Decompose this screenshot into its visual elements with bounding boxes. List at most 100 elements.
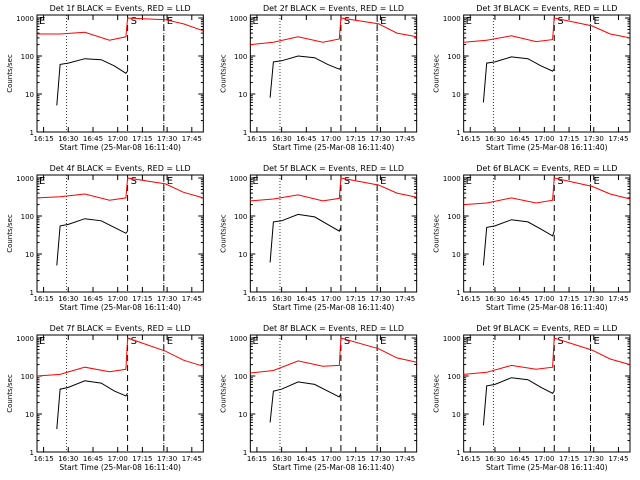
y-tick-label: 1000	[230, 175, 248, 183]
x-tick-label: 17:45	[182, 455, 202, 463]
x-tick-label: 17:45	[182, 135, 202, 143]
y-tick-label: 100	[234, 53, 247, 61]
x-tick-label: 16:15	[33, 295, 53, 303]
end-marker-label: E	[466, 336, 472, 347]
x-tick-label: 17:00	[108, 455, 128, 463]
y-tick-label: 10	[452, 91, 461, 99]
x-tick-label: 16:30	[485, 455, 505, 463]
x-tick-label: 16:15	[33, 455, 53, 463]
x-axis-label: Start Time (25-Mar-08 16:11:40)	[486, 143, 608, 152]
plot-frame	[249, 14, 418, 133]
plot-frame	[463, 174, 631, 293]
lld-series-line	[37, 17, 204, 41]
x-tick-label: 17:30	[584, 295, 604, 303]
y-tick-label: 100	[447, 373, 460, 381]
panel-title: Det 3f BLACK = Events, RED = LLD	[476, 4, 617, 13]
plot-frame	[463, 14, 631, 133]
start-marker-label: S	[344, 16, 350, 27]
panel-title: Det 6f BLACK = Events, RED = LLD	[476, 164, 617, 173]
x-tick-label: 17:00	[321, 135, 341, 143]
y-tick-label: 1000	[443, 335, 461, 343]
events-series-line	[56, 380, 129, 430]
end-marker-label: E	[252, 176, 258, 187]
y-tick-label: 10	[452, 251, 461, 259]
x-tick-label: 16:30	[58, 455, 78, 463]
x-tick-label: 17:15	[559, 135, 579, 143]
y-tick-label: 1000	[443, 15, 461, 23]
x-tick-label: 16:30	[58, 295, 78, 303]
x-tick-label: 16:45	[510, 295, 530, 303]
y-axis-label: Counts/sec	[433, 214, 441, 253]
x-tick-label: 16:30	[272, 295, 292, 303]
y-axis-label: Counts/sec	[6, 214, 14, 253]
y-tick-label: 1	[30, 129, 34, 137]
x-tick-label: 17:15	[132, 455, 152, 463]
x-tick-label: 17:15	[346, 455, 366, 463]
lld-series-line	[36, 177, 204, 201]
x-tick-label: 17:45	[182, 295, 202, 303]
x-tick-label: 17:00	[534, 135, 554, 143]
y-axis-label: Counts/sec	[433, 54, 441, 93]
end-marker-label: E	[167, 336, 173, 347]
y-tick-label: 10	[25, 251, 34, 259]
y-axis-label: Counts/sec	[6, 374, 14, 413]
x-tick-label: 16:45	[510, 455, 530, 463]
x-tick-label: 16:15	[460, 295, 480, 303]
panel-title: Det 5f BLACK = Events, RED = LLD	[263, 164, 404, 173]
end-marker-label: E	[466, 16, 472, 27]
panel-title: Det 8f BLACK = Events, RED = LLD	[263, 324, 404, 333]
x-tick-label: 16:15	[460, 135, 480, 143]
plot-frame	[36, 14, 204, 133]
x-tick-label: 16:45	[296, 295, 316, 303]
panel-det-1: Det 1f BLACK = Events, RED = LLD 1 10 100 10…	[6, 4, 204, 152]
x-axis-label: Start Time (25-Mar-08 16:11:40)	[486, 303, 608, 312]
plot-frame	[249, 334, 418, 453]
y-axis-label: Counts/sec	[433, 374, 441, 413]
end-marker-label: E	[593, 336, 599, 347]
x-tick-label: 17:15	[132, 295, 152, 303]
events-series-line	[482, 219, 555, 266]
x-tick-label: 17:30	[157, 455, 177, 463]
plot-frame	[36, 174, 204, 293]
panel-title: Det 9f BLACK = Events, RED = LLD	[476, 324, 617, 333]
events-series-line	[269, 381, 342, 423]
x-tick-label: 17:45	[608, 455, 628, 463]
panel-det-6: Det 6f BLACK = Events, RED = LLD 1 10 100 10…	[433, 164, 631, 312]
x-tick-label: 16:45	[83, 295, 103, 303]
events-series-line	[269, 213, 342, 263]
y-tick-label: 1000	[16, 15, 34, 23]
x-tick-label: 17:30	[584, 135, 604, 143]
panel-title: Det 7f BLACK = Events, RED = LLD	[50, 324, 191, 333]
x-tick-label: 16:45	[296, 455, 316, 463]
start-marker-label: S	[344, 176, 350, 187]
lld-series-line	[463, 17, 631, 43]
x-tick-label: 16:30	[272, 135, 292, 143]
events-series-line	[56, 58, 128, 106]
end-marker-label: E	[593, 16, 599, 27]
y-tick-label: 1000	[230, 335, 248, 343]
x-axis-label: Start Time (25-Mar-08 16:11:40)	[273, 143, 395, 152]
x-tick-label: 16:15	[33, 135, 53, 143]
x-tick-label: 17:15	[559, 455, 579, 463]
y-tick-label: 1000	[443, 175, 461, 183]
events-series-line	[482, 56, 555, 103]
x-tick-label: 17:30	[157, 135, 177, 143]
lld-series-line	[463, 177, 631, 206]
y-tick-label: 1	[456, 449, 460, 457]
y-axis-label: Counts/sec	[6, 54, 14, 93]
plot-frame	[463, 334, 631, 453]
x-tick-label: 17:00	[534, 455, 554, 463]
x-tick-label: 16:45	[83, 455, 103, 463]
x-tick-label: 17:30	[370, 295, 390, 303]
x-tick-label: 16:45	[296, 135, 316, 143]
y-tick-label: 100	[234, 213, 247, 221]
start-marker-label: S	[557, 16, 563, 27]
x-tick-label: 17:45	[608, 135, 628, 143]
x-tick-label: 17:00	[321, 455, 341, 463]
x-axis-label: Start Time (25-Mar-08 16:11:40)	[486, 463, 608, 472]
x-tick-label: 16:30	[485, 135, 505, 143]
y-tick-label: 10	[25, 411, 34, 419]
y-tick-label: 100	[447, 213, 460, 221]
end-marker-label: E	[39, 176, 45, 187]
